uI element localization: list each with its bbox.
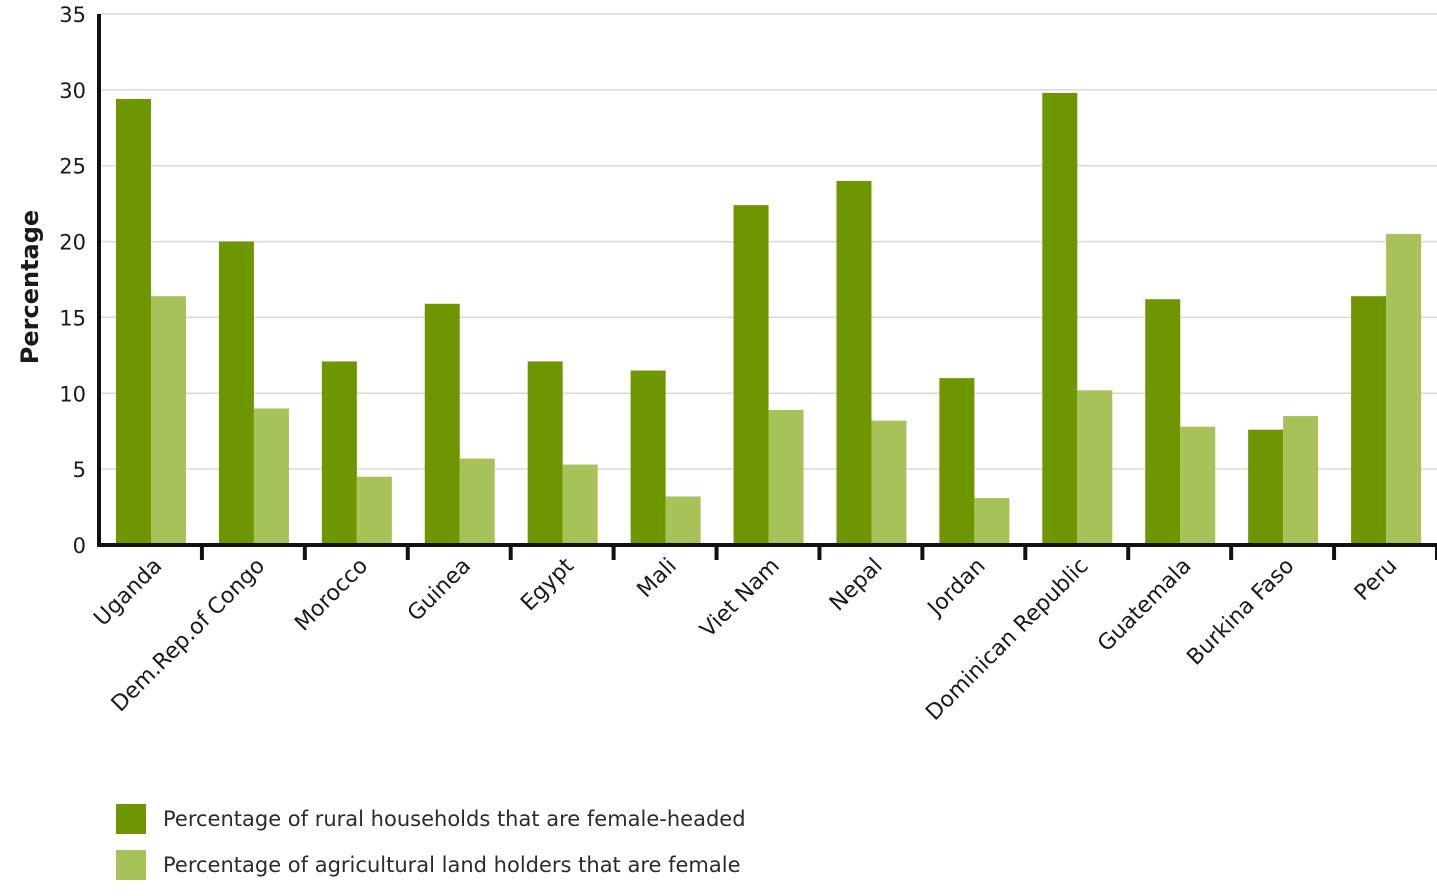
legend-label-landholders: Percentage of agricultural land holders …	[163, 853, 741, 877]
legend-item-landholders: Percentage of agricultural land holders …	[116, 850, 746, 880]
bars	[116, 92, 1422, 546]
category-label: Egypt	[516, 553, 579, 616]
category-label: Nepal	[825, 554, 888, 617]
bar-landholders	[665, 496, 701, 545]
bar-landholders	[1386, 233, 1422, 545]
category-label: Morocco	[290, 554, 373, 637]
category-label: Uganda	[89, 554, 167, 632]
category-label: Guinea	[403, 554, 476, 627]
bar-households	[527, 361, 563, 545]
bar-landholders	[871, 420, 907, 545]
bar-landholders	[459, 458, 495, 545]
category-label: Peru	[1350, 554, 1402, 606]
bar-landholders	[356, 476, 392, 545]
bar-households	[1042, 92, 1078, 546]
bar-households	[1351, 296, 1387, 545]
bar-landholders	[562, 464, 598, 545]
y-tick-label: 35	[59, 3, 86, 27]
bar-landholders	[768, 409, 804, 545]
y-tick-label: 5	[73, 458, 86, 482]
bar-households	[116, 98, 151, 546]
category-label: Jordan	[922, 554, 991, 623]
category-label: Viet Nam	[696, 554, 785, 643]
y-tick-label: 20	[59, 231, 86, 255]
y-tick-label: 0	[73, 534, 86, 558]
y-tick-label: 25	[59, 155, 86, 179]
x-axis-ticks	[199, 545, 1437, 560]
bar-households	[1145, 299, 1181, 545]
bar-households	[630, 370, 666, 545]
bar-households	[939, 378, 975, 545]
category-label: Guatemala	[1093, 554, 1196, 657]
y-tick-label: 15	[59, 306, 86, 330]
legend-swatch-households	[116, 804, 146, 834]
category-label: Burkina Faso	[1182, 554, 1299, 671]
legend: Percentage of rural households that are …	[116, 804, 746, 896]
bar-landholders	[253, 408, 289, 545]
y-axis-label: Percentage	[16, 210, 44, 364]
bar-landholders	[151, 296, 186, 545]
bar-households	[836, 180, 872, 545]
y-axis-ticks: 0 5 10 15 20 25 30 35	[59, 3, 86, 558]
category-label: Mali	[633, 554, 682, 603]
bar-landholders	[1077, 390, 1113, 545]
bar-landholders	[1283, 416, 1319, 545]
bar-households	[424, 303, 460, 545]
y-tick-label: 10	[59, 382, 86, 406]
legend-label-households: Percentage of rural households that are …	[163, 807, 746, 831]
bar-households	[321, 361, 357, 545]
bar-landholders	[1180, 426, 1216, 545]
bar-households	[1248, 429, 1284, 545]
bar-landholders	[974, 497, 1010, 545]
y-tick-label: 30	[59, 79, 86, 103]
bar-households	[218, 241, 254, 546]
legend-item-households: Percentage of rural households that are …	[116, 804, 746, 834]
bar-households	[733, 205, 769, 545]
legend-swatch-landholders	[116, 850, 146, 880]
